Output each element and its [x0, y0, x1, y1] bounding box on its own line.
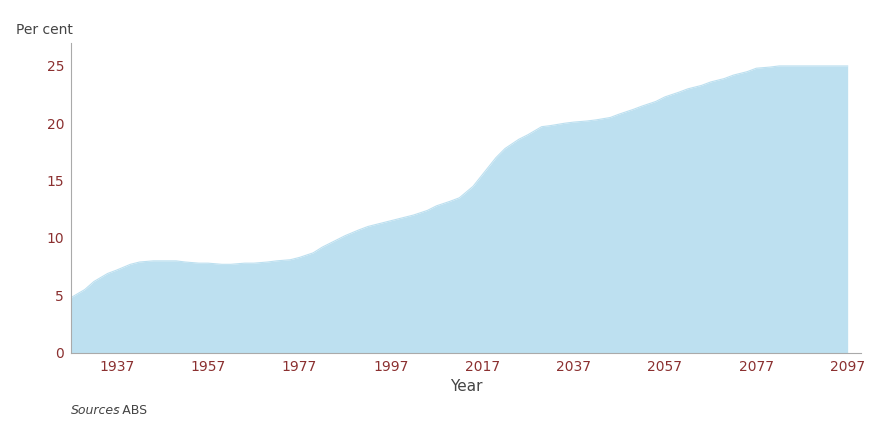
- X-axis label: Year: Year: [450, 379, 482, 394]
- Text: : ABS: : ABS: [114, 404, 147, 417]
- Text: Sources: Sources: [71, 404, 121, 417]
- Text: Per cent: Per cent: [16, 23, 73, 37]
